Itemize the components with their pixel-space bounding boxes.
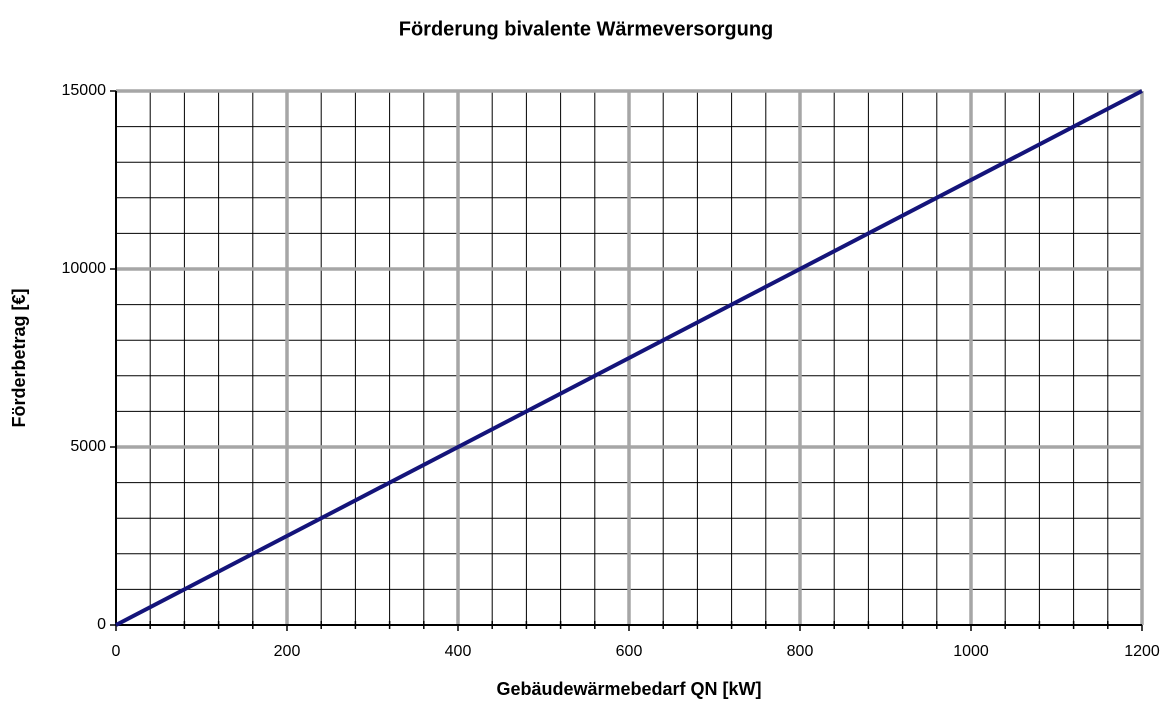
- y-tick-label: 5000: [70, 438, 106, 455]
- x-tick-label: 200: [274, 643, 301, 660]
- y-tick-label: 10000: [62, 260, 107, 277]
- chart-title: Förderung bivalente Wärmeversorgung: [399, 18, 774, 40]
- x-tick-label: 1000: [953, 643, 989, 660]
- y-tick-label: 0: [97, 616, 106, 633]
- y-tick-label: 15000: [62, 82, 107, 99]
- x-tick-label: 800: [787, 643, 814, 660]
- x-tick-label: 1200: [1124, 643, 1160, 660]
- y-axis-label: Förderbetrag [€]: [9, 288, 29, 427]
- x-tick-label: 0: [112, 643, 121, 660]
- x-tick-label: 400: [445, 643, 472, 660]
- x-tick-label: 600: [616, 643, 643, 660]
- x-axis-label: Gebäudewärmebedarf QN [kW]: [496, 679, 761, 699]
- data-line: [115, 89, 1143, 627]
